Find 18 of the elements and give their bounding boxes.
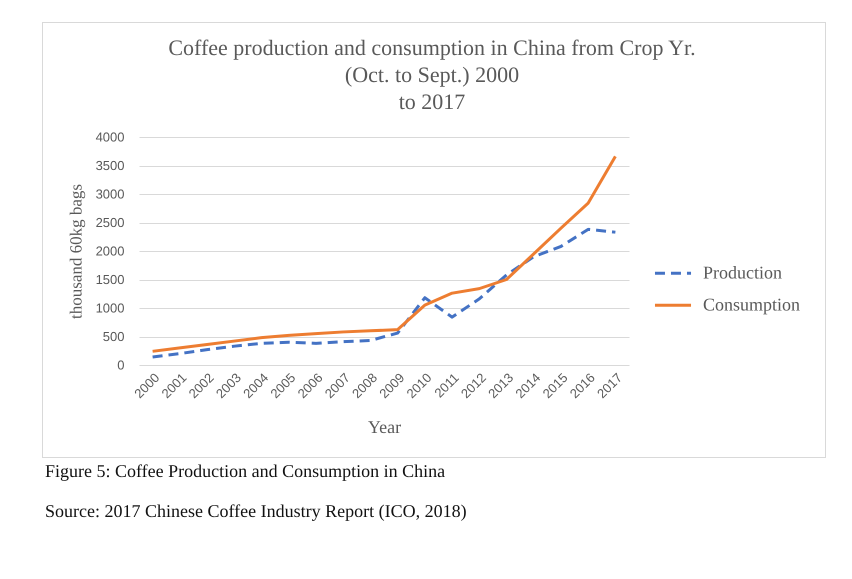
x-axis-title: Year (368, 417, 402, 438)
y-tick-label: 2000 (96, 244, 124, 258)
y-tick-label: 0 (117, 358, 124, 372)
y-axis-title: thousand 60kg bags (66, 184, 86, 320)
legend-label: Consumption (703, 294, 800, 314)
chart-title: Coffee production and consumption in China from Crop Yr. (Oct. to Sept.) 2000 to 2017 (168, 35, 696, 114)
line-series (151, 154, 617, 353)
caption: Figure 5: Coffee Production and Consumption in China (45, 460, 446, 482)
y-tick-label: 4000 (96, 130, 124, 144)
y-tick-label: 500 (102, 329, 124, 344)
y-tick-label: 1500 (96, 272, 124, 287)
source-note: Source: 2017 Chinese Coffee Industry Report (ICO, 2018) (45, 500, 467, 522)
y-tick-label: 3000 (96, 186, 124, 202)
y-tick-label: 3500 (96, 158, 124, 173)
legend-label: Production (703, 262, 782, 282)
y-tick-label: 1000 (96, 300, 124, 316)
y-tick-label: 2500 (96, 215, 124, 230)
line-series (151, 228, 617, 359)
